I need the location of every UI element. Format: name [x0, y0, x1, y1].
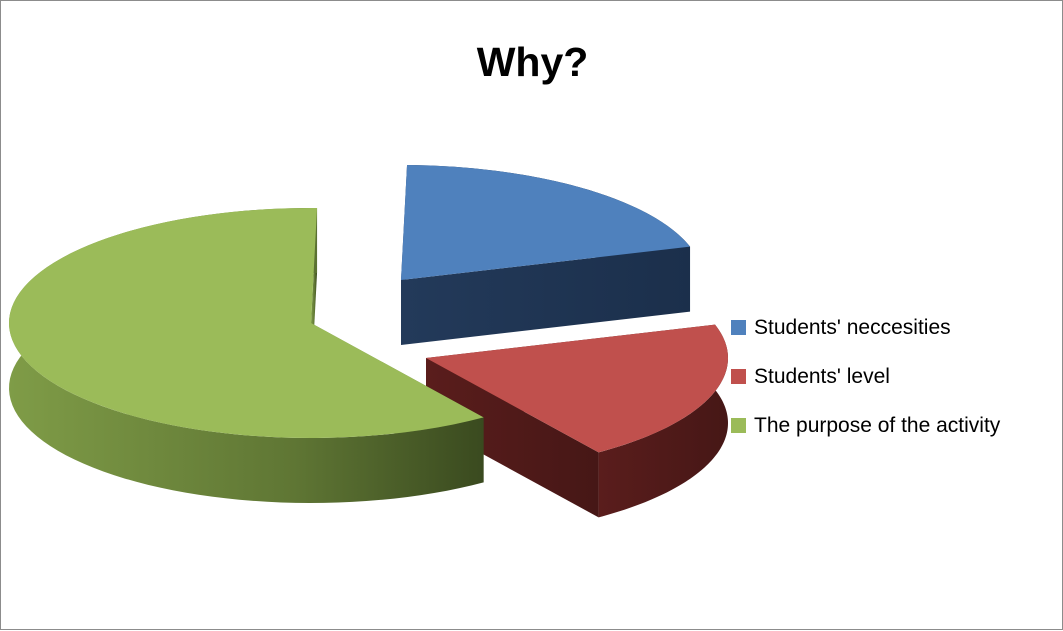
slice-students-level [426, 324, 728, 518]
legend-swatch [731, 320, 746, 335]
legend-swatch [731, 369, 746, 384]
legend-item: The purpose of the activity [731, 401, 1000, 450]
legend-label: Students' level [754, 364, 890, 388]
slice-purpose-of-activity [9, 208, 484, 503]
legend-item: Students' level [731, 352, 1000, 401]
legend-label: The purpose of the activity [754, 413, 1001, 437]
chart-title: Why? [476, 39, 589, 85]
slice-students-neccesities [401, 165, 691, 345]
legend-swatch [731, 418, 746, 433]
legend-item: Students' neccesities [731, 303, 1000, 352]
legend-label: Students' neccesities [754, 315, 951, 339]
legend: Students' neccesities Students' level The … [731, 303, 1000, 450]
